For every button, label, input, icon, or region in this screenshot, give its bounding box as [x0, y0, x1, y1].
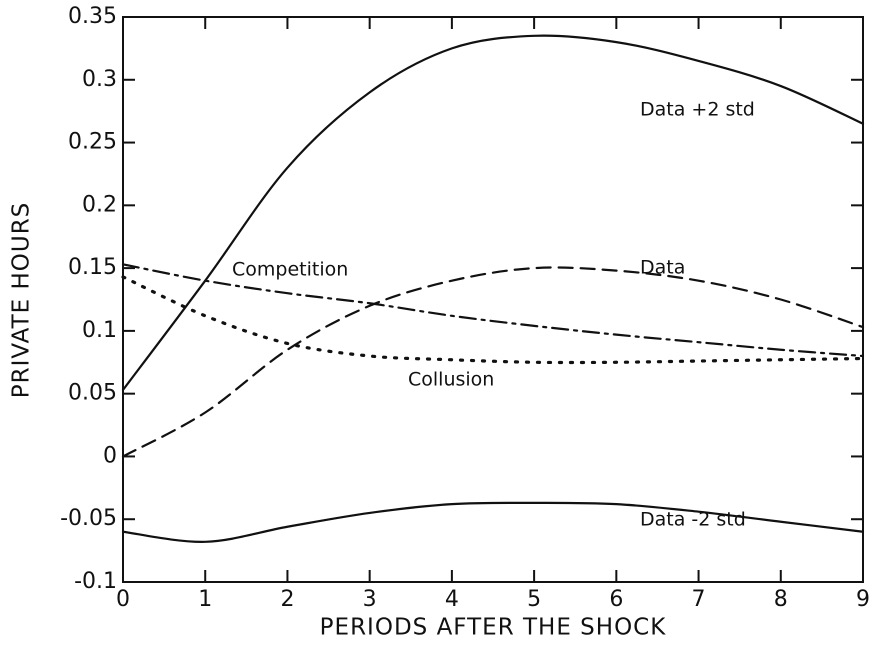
y-tick-label: 0.35 — [68, 4, 117, 29]
series-line — [121, 34, 865, 391]
y-axis-title: PRIVATE HOURS — [9, 202, 35, 399]
x-tick-label: 8 — [774, 587, 788, 612]
y-tick-label: 0.05 — [68, 381, 117, 406]
y-tick-label: 0 — [103, 443, 117, 468]
y-tick-label: 0.2 — [82, 192, 117, 217]
y-tick-label: 0.15 — [68, 255, 117, 280]
y-tick-label: 0.1 — [82, 318, 117, 343]
series-line — [121, 501, 865, 543]
series-label: Competition — [232, 259, 348, 281]
y-tick-label: 0.3 — [82, 67, 117, 92]
plot-frame — [122, 16, 864, 583]
series-label: Data +2 std — [640, 99, 755, 121]
y-tick-label: -0.05 — [60, 506, 117, 531]
x-tick-label: 2 — [280, 587, 294, 612]
x-tick-label: 7 — [692, 587, 706, 612]
x-axis-title: PERIODS AFTER THE SHOCK — [320, 615, 667, 641]
series-label: Data — [640, 257, 685, 279]
x-tick-label: 3 — [363, 587, 377, 612]
x-tick-label: 6 — [609, 587, 623, 612]
x-tick-label: 0 — [116, 587, 130, 612]
y-tick-label: 0.25 — [68, 130, 117, 155]
series-label: Collusion — [408, 369, 494, 391]
series-line — [121, 275, 865, 365]
series-label: Data -2 std — [640, 509, 746, 531]
series-line — [121, 263, 865, 358]
x-tick-label: 4 — [445, 587, 459, 612]
x-tick-label: 5 — [527, 587, 541, 612]
x-tick-label: 9 — [856, 587, 870, 612]
x-tick-label: 1 — [198, 587, 212, 612]
series-line — [121, 266, 865, 458]
y-tick-label: -0.1 — [74, 569, 117, 594]
